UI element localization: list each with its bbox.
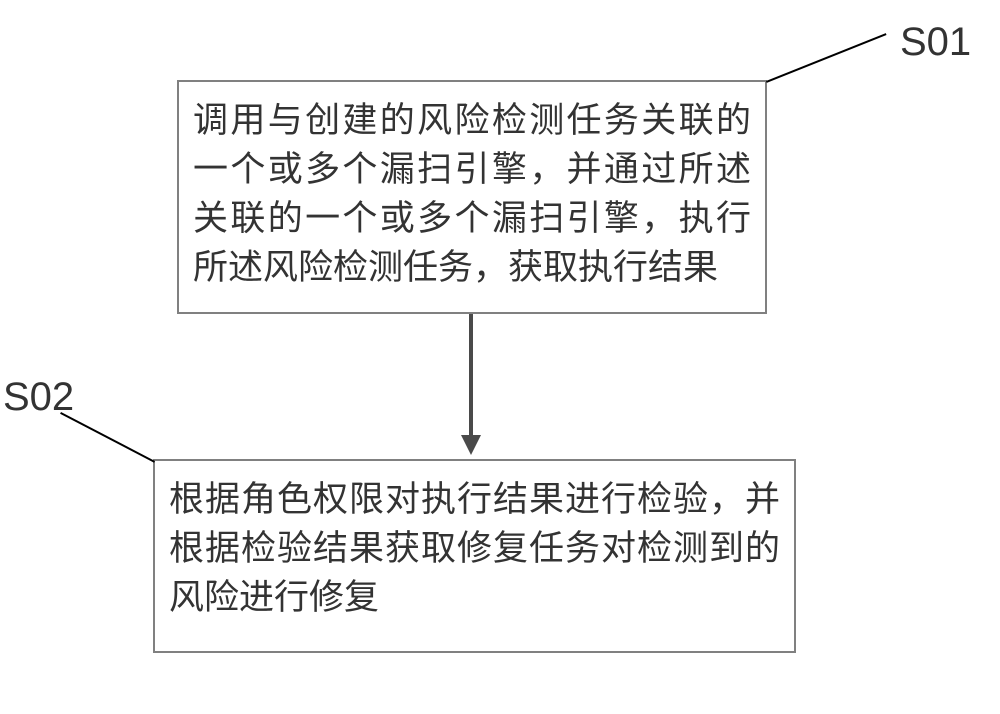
flowchart-node-s01: 调用与创建的风险检测任务关联的一个或多个漏扫引擎，并通过所述关联的一个或多个漏扫… bbox=[177, 80, 767, 314]
arrowhead-icon bbox=[461, 435, 481, 455]
node-s02-text: 根据角色权限对执行结果进行检验，并根据检验结果获取修复任务对检测到的风险进行修复 bbox=[169, 480, 780, 617]
leader-line-s01 bbox=[766, 33, 887, 83]
node-label-s01: S01 bbox=[900, 20, 971, 65]
flowchart-node-s02: 根据角色权限对执行结果进行检验，并根据检验结果获取修复任务对检测到的风险进行修复 bbox=[153, 459, 796, 653]
flowchart-edge-s01-s02 bbox=[469, 314, 473, 435]
leader-line-s02 bbox=[60, 412, 155, 463]
node-s01-text: 调用与创建的风险检测任务关联的一个或多个漏扫引擎，并通过所述关联的一个或多个漏扫… bbox=[193, 101, 751, 287]
